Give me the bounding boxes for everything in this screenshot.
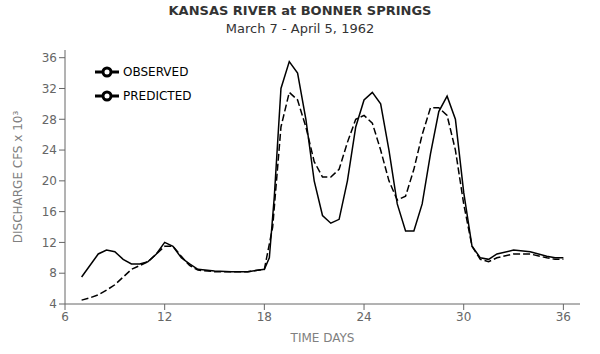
svg-text:30: 30 bbox=[456, 310, 471, 324]
svg-text:12: 12 bbox=[157, 310, 172, 324]
html-text:PREDICTED: PREDICTED bbox=[123, 88, 192, 103]
svg-text:DISCHARGE CFS x 10³: DISCHARGE CFS x 10³ bbox=[11, 111, 25, 244]
svg-text:36: 36 bbox=[42, 51, 57, 65]
svg-text:8: 8 bbox=[49, 266, 57, 280]
svg-text:32: 32 bbox=[42, 82, 57, 96]
html-text:KANSAS RIVER at BONNER SPRINGS: KANSAS RIVER at BONNER SPRINGS bbox=[168, 3, 432, 18]
svg-text:24: 24 bbox=[356, 310, 371, 324]
svg-text:36: 36 bbox=[556, 310, 571, 324]
svg-text:16: 16 bbox=[42, 205, 57, 219]
svg-text:24: 24 bbox=[42, 143, 57, 157]
svg-text:12: 12 bbox=[42, 236, 57, 250]
html-text:March 7 - April 5, 1962: March 7 - April 5, 1962 bbox=[225, 21, 375, 36]
svg-text:4: 4 bbox=[49, 297, 57, 311]
svg-text:6: 6 bbox=[61, 310, 69, 324]
svg-text:TIME DAYS: TIME DAYS bbox=[290, 331, 355, 345]
svg-text:28: 28 bbox=[42, 113, 57, 127]
html-text:OBSERVED: OBSERVED bbox=[123, 64, 189, 79]
svg-text:18: 18 bbox=[257, 310, 272, 324]
svg-text:20: 20 bbox=[42, 174, 57, 188]
